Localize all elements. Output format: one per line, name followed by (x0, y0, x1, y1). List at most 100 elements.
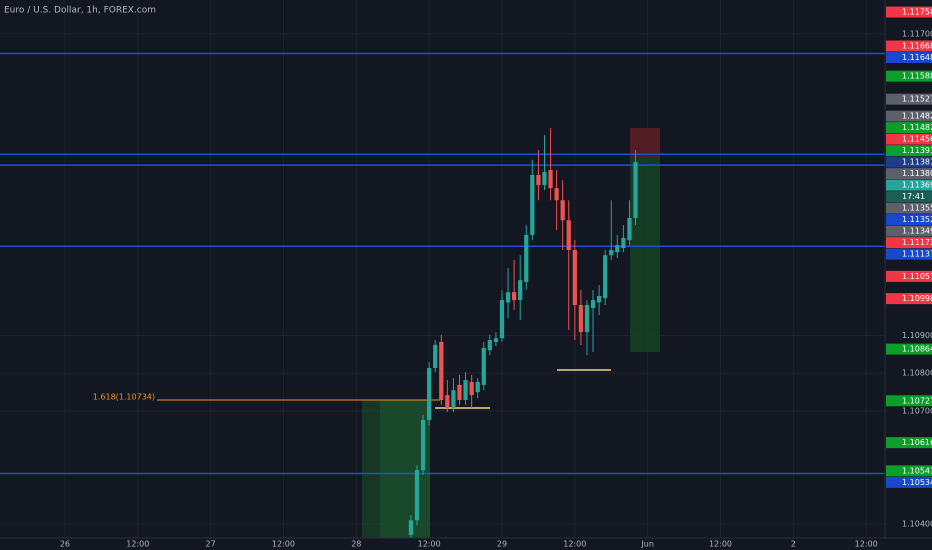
stop-box (630, 128, 660, 158)
y-tick-label: 1.11700 (902, 29, 932, 38)
y-tick-label: 1.10700 (902, 406, 932, 415)
price-label-box (886, 270, 932, 282)
price-label: 1.11393 (902, 146, 932, 155)
price-label: 1.10541 (902, 466, 932, 475)
price-label-box (886, 156, 932, 168)
candle-body (596, 295, 602, 303)
candle-body (609, 249, 614, 256)
price-label: 1.10998 (902, 294, 932, 303)
x-tick-label: 12:00 (418, 540, 441, 549)
x-tick-label: 26 (60, 540, 70, 549)
candle-body (627, 217, 632, 241)
price-label-box (886, 110, 932, 122)
chart-title: Euro / U.S. Dollar, 1h, FOREX.com (4, 6, 156, 16)
candle-body (433, 344, 438, 368)
candle-body (427, 367, 432, 420)
x-tick-label: 12:00 (272, 540, 295, 549)
price-label: 1.11758 (902, 8, 932, 17)
price-label: 1.11355 (902, 204, 932, 213)
y-tick-label: 1.10800 (902, 369, 932, 378)
price-label: 1.11369 (902, 181, 932, 190)
candle-body (590, 300, 596, 309)
candle-body (439, 341, 444, 401)
price-label: 1.11381 (902, 158, 932, 167)
grid (0, 0, 885, 538)
price-label: 1.11456 (902, 135, 932, 144)
price-label-box (886, 6, 932, 18)
price-label: 1.11482 (902, 112, 932, 121)
x-tick-label: 12:00 (126, 540, 149, 549)
x-tick-label: 2 (791, 540, 796, 549)
price-label: 1.11352 (902, 215, 932, 224)
price-label-box (886, 168, 932, 180)
candle-body (487, 340, 492, 351)
x-tick-label: 12:00 (563, 540, 586, 549)
axis: 26 12:00 27 12:00 28 12:00 29 12:00 Jun 12:00 2 12:… (60, 6, 932, 549)
price-label: 1.10864 (902, 345, 932, 354)
candle-body (524, 234, 529, 283)
candle-body (493, 338, 499, 342)
x-tick-label: 28 (351, 540, 361, 549)
candle-body (548, 170, 553, 189)
x-tick-label: Jun (640, 540, 654, 549)
candle-body (505, 292, 511, 303)
price-label-box (886, 293, 932, 305)
price-label-box (886, 225, 932, 237)
y-tick-label: 1.10900 (902, 331, 932, 340)
candle-body (603, 255, 608, 299)
price-label: 1.11668 (902, 41, 932, 50)
candle-body (566, 220, 571, 250)
price-label: 1.11527 (902, 95, 932, 104)
price-label: 1.11137 (902, 250, 932, 259)
candle-body (451, 390, 456, 408)
candle-body (584, 305, 590, 333)
candle-body (542, 171, 547, 186)
price-label-box (886, 70, 932, 82)
price-label: 17:41 (902, 192, 925, 201)
price-label: 1.10616 (902, 438, 932, 447)
price-label-box (886, 248, 932, 260)
price-label-box (886, 93, 932, 105)
candle-body (463, 380, 468, 401)
candle-body (512, 292, 517, 301)
candle-body (445, 395, 450, 408)
candle-body (499, 300, 505, 339)
price-label-box (886, 191, 932, 203)
price-label-box (886, 40, 932, 52)
candle-body (621, 237, 626, 249)
candle-body (572, 249, 577, 306)
candle-body (530, 174, 535, 235)
candle-body (554, 188, 559, 201)
x-tick-label: 27 (206, 540, 216, 549)
candle-body (420, 419, 426, 471)
candle-body (481, 347, 486, 385)
price-label: 1.11380 (902, 169, 932, 178)
levels (0, 52, 885, 475)
price-label: 1.10727 (902, 396, 932, 405)
candles (408, 128, 638, 538)
price-label-box (886, 51, 932, 63)
x-tick-label: 29 (497, 540, 507, 549)
candle-body (518, 280, 523, 301)
price-label-box (886, 476, 932, 488)
price-label: 1.10534 (902, 478, 932, 487)
price-label-box (886, 395, 932, 407)
x-tick-label: 12:00 (855, 540, 878, 549)
candle-body (408, 520, 414, 535)
price-label-box (886, 202, 932, 214)
price-label: 1.11173 (902, 238, 932, 247)
price-label: 1.11349 (902, 227, 932, 236)
candle-body (615, 245, 620, 253)
price-label-box (886, 133, 932, 145)
candle-body (457, 384, 462, 401)
price-label-box (886, 122, 932, 134)
price-label: 1.11482 (902, 123, 932, 132)
price-label-box (886, 343, 932, 355)
price-label-box (886, 237, 932, 249)
price-label: 1.11057 (902, 272, 932, 281)
price-label: 1.11648 (902, 53, 932, 62)
candle-body (475, 381, 480, 393)
price-label-box (886, 145, 932, 157)
price-label-box (886, 465, 932, 477)
